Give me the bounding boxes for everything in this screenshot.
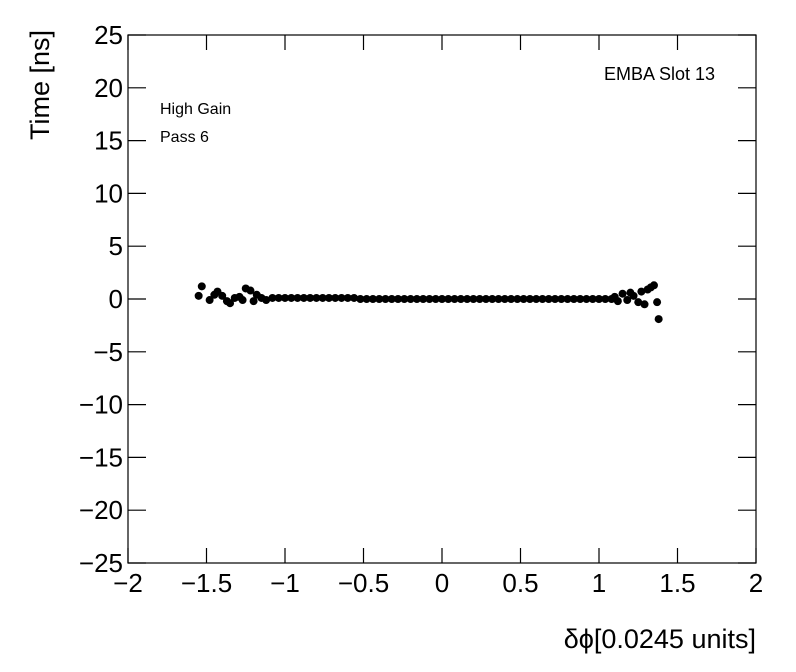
point (475, 295, 484, 303)
point (444, 295, 453, 303)
point (557, 295, 566, 303)
point (274, 293, 283, 302)
point (394, 295, 403, 303)
x-tick-label: 0 (435, 568, 449, 598)
point (513, 295, 522, 303)
x-axis-label: δϕ[0.0245 units] (564, 624, 756, 654)
point (551, 295, 560, 303)
y-tick-label: 10 (94, 178, 123, 208)
point (576, 295, 585, 303)
point (563, 295, 572, 303)
y-tick-label: 15 (94, 126, 123, 156)
point (637, 287, 646, 296)
x-tick-label: −1 (270, 568, 300, 598)
point (238, 296, 247, 305)
y-tick-label: 5 (109, 231, 123, 261)
point (356, 295, 365, 303)
point (640, 300, 649, 309)
point (649, 281, 658, 290)
point (507, 295, 516, 303)
point (538, 295, 547, 303)
point (312, 293, 321, 302)
point (368, 295, 377, 303)
point (629, 291, 638, 300)
point (425, 295, 434, 303)
point (500, 295, 509, 303)
point (406, 295, 415, 303)
point (488, 295, 497, 303)
point (318, 293, 327, 302)
x-tick-label: 2 (749, 568, 763, 598)
point (519, 295, 528, 303)
point (350, 293, 359, 302)
annotation: Pass 6 (160, 129, 209, 146)
y-axis-label: Time [ns] (25, 30, 55, 140)
y-tick-label: 0 (109, 284, 123, 314)
point (218, 291, 227, 300)
y-tick-label: −20 (79, 495, 123, 525)
point (362, 295, 371, 303)
point (194, 291, 203, 300)
y-tick-label: 20 (94, 73, 123, 103)
point (595, 295, 603, 303)
annotation: High Gain (160, 101, 231, 118)
point (306, 293, 315, 302)
point (431, 295, 440, 303)
point (532, 295, 541, 303)
point (262, 296, 271, 305)
point (623, 296, 632, 305)
x-tick-label: 1.5 (659, 568, 695, 598)
point (337, 293, 346, 302)
point (653, 298, 662, 307)
point (287, 293, 296, 302)
point (525, 295, 534, 303)
point (249, 297, 258, 306)
point (419, 295, 428, 303)
point (544, 295, 553, 303)
point (582, 295, 591, 303)
point (588, 295, 597, 303)
x-tick-label: −2 (113, 568, 143, 598)
point (494, 295, 503, 303)
x-tick-label: −1.5 (181, 568, 232, 598)
point (412, 295, 421, 303)
point (400, 295, 409, 303)
point (463, 295, 472, 303)
point (654, 315, 663, 324)
point (387, 295, 396, 303)
x-tick-label: 1 (592, 568, 606, 598)
point (343, 293, 352, 302)
point (246, 286, 255, 295)
point (569, 295, 578, 303)
point (293, 293, 302, 302)
point (438, 295, 446, 303)
point (324, 293, 333, 302)
point (450, 295, 459, 303)
x-tick-label: −0.5 (338, 568, 389, 598)
y-tick-label: −15 (79, 442, 123, 472)
point (613, 297, 622, 306)
point (375, 295, 384, 303)
y-tick-label: −5 (93, 337, 123, 367)
point (634, 298, 643, 307)
point (469, 295, 478, 303)
y-tick-label: 25 (94, 20, 123, 50)
point (197, 282, 206, 291)
point (481, 295, 490, 303)
point (618, 289, 627, 298)
x-tick-label: 0.5 (502, 568, 538, 598)
point (601, 295, 610, 303)
y-tick-label: −25 (79, 548, 123, 578)
point (205, 296, 214, 305)
point (331, 293, 340, 302)
chart-title: EMBA Slot 13 (604, 64, 715, 84)
point (281, 293, 289, 302)
point (381, 295, 390, 303)
point (299, 293, 308, 302)
point (456, 295, 465, 303)
point (268, 293, 277, 302)
y-tick-label: −10 (79, 390, 123, 420)
point (226, 299, 235, 308)
